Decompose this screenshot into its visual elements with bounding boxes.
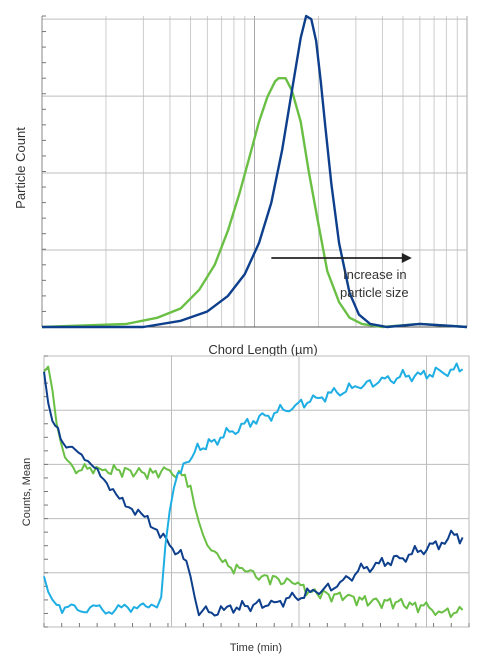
top-series-line-1 bbox=[42, 14, 468, 329]
size-annotation-arrowhead bbox=[401, 253, 412, 263]
bottom-series-line-0 bbox=[43, 365, 464, 619]
top-chart: Increase in particle size Particle Count… bbox=[13, 14, 468, 357]
size-annotation-line-2: particle size bbox=[340, 285, 409, 300]
bottom-plot-frame bbox=[43, 355, 470, 628]
size-annotation: Increase in particle size bbox=[271, 253, 412, 300]
top-series-group bbox=[41, 14, 468, 329]
bottom-series-line-2 bbox=[43, 362, 464, 615]
bottom-chart: Counts, Mean Time (min) bbox=[21, 355, 470, 654]
bottom-minor-ticks bbox=[43, 355, 470, 628]
bottom-series-group bbox=[43, 362, 464, 619]
bottom-y-axis-label: Counts, Mean bbox=[21, 458, 33, 526]
bottom-series-line-1 bbox=[43, 371, 464, 617]
top-y-axis-label: Particle Count bbox=[13, 127, 28, 209]
top-x-axis-label: Chord Length (µm) bbox=[208, 342, 317, 357]
size-annotation-line-1: Increase in bbox=[343, 267, 407, 282]
bottom-x-axis-label: Time (min) bbox=[230, 642, 282, 654]
bottom-grid bbox=[44, 356, 469, 627]
top-series-line-0 bbox=[41, 76, 468, 329]
top-minor-ticks bbox=[42, 15, 46, 328]
